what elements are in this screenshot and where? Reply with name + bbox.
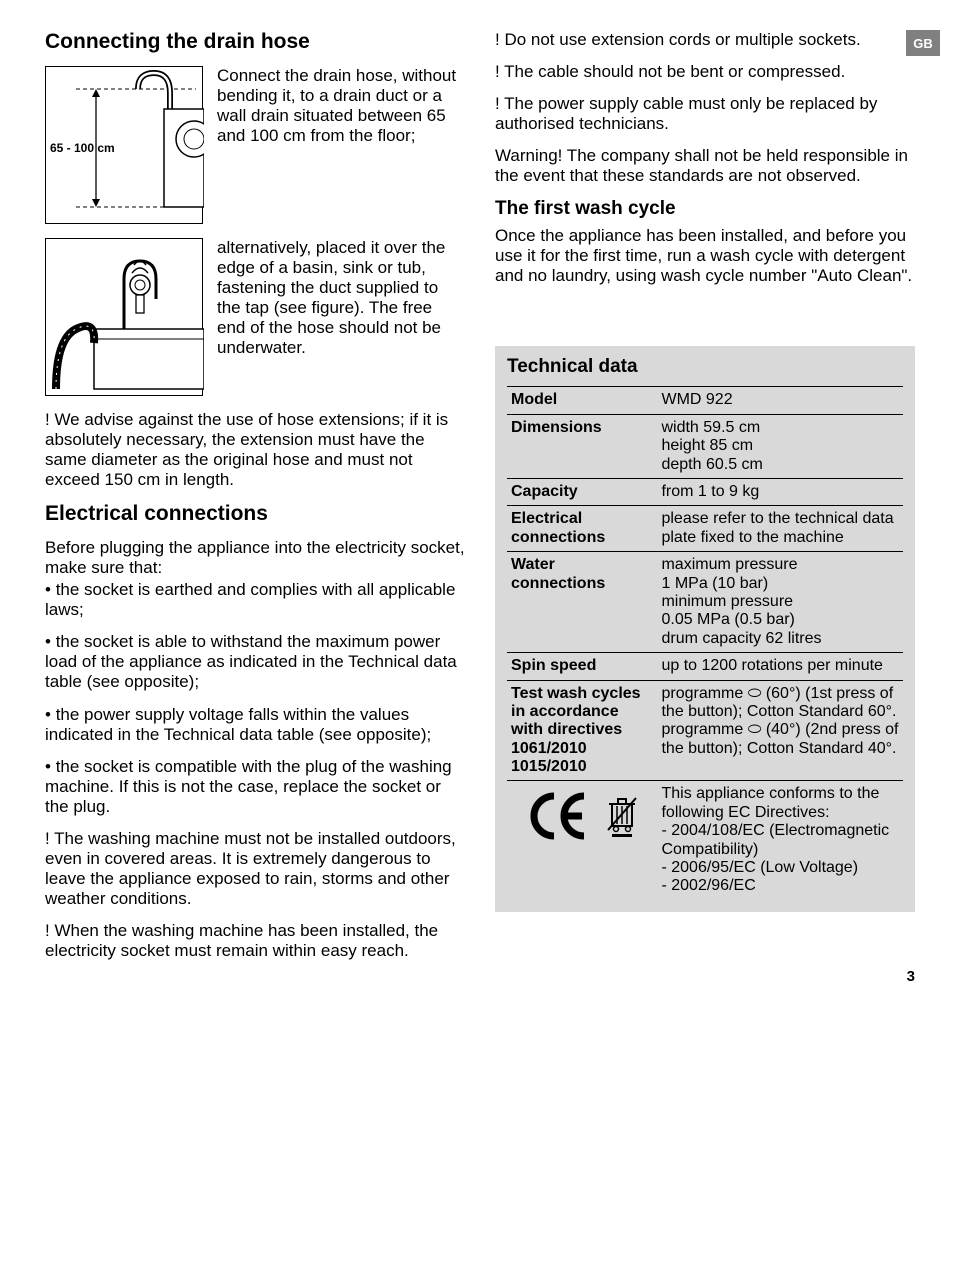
table-row: Electrical connectionsplease refer to th…	[507, 506, 903, 552]
technical-data-panel: Technical data ModelWMD 922Dimensionswid…	[495, 346, 915, 911]
tech-value: programme ⬭ (60°) (1st press of the butt…	[657, 680, 903, 781]
compliance-text: This appliance conforms to the following…	[657, 781, 903, 900]
tech-value: please refer to the technical data plate…	[657, 506, 903, 552]
figure-1-text: Connect the drain hose, without bending …	[217, 66, 465, 146]
tech-label: Model	[507, 387, 657, 414]
tech-label: Water connections	[507, 552, 657, 653]
figure-2-text: alternatively, placed it over the edge o…	[217, 238, 465, 358]
tech-value: maximum pressure 1 MPa (10 bar) minimum …	[657, 552, 903, 653]
page-content: Connecting the drain hose 65 - 100 cm	[45, 30, 915, 973]
weee-bin-icon	[604, 794, 640, 838]
tech-label: Spin speed	[507, 653, 657, 680]
warning-reach: ! When the washing machine has been inst…	[45, 921, 465, 961]
warning-cords: ! Do not use extension cords or multiple…	[495, 30, 915, 50]
table-row: Water connectionsmaximum pressure 1 MPa …	[507, 552, 903, 653]
figure-basin	[45, 238, 203, 396]
heading-first-wash: The first wash cycle	[495, 198, 915, 220]
warning-cable-bent: ! The cable should not be bent or compre…	[495, 62, 915, 82]
table-row: Test wash cycles in accordance with dire…	[507, 680, 903, 781]
tech-value: up to 1200 rotations per minute	[657, 653, 903, 680]
ce-mark-icon	[524, 791, 594, 841]
bullet-power-load: the socket is able to withstand the maxi…	[45, 632, 465, 692]
table-row: Capacityfrom 1 to 9 kg	[507, 478, 903, 505]
technical-data-table: ModelWMD 922Dimensionswidth 59.5 cm heig…	[507, 386, 903, 899]
bullet-earthed: the socket is earthed and complies with …	[45, 580, 465, 620]
warning-cable-replace: ! The power supply cable must only be re…	[495, 94, 915, 134]
warning-company: Warning! The company shall not be held r…	[495, 146, 915, 186]
figure-height-label: 65 - 100 cm	[50, 141, 115, 155]
warning-outdoors: ! The washing machine must not be instal…	[45, 829, 465, 909]
figure-row-2: alternatively, placed it over the edge o…	[45, 238, 465, 396]
page-number: 3	[907, 968, 915, 985]
bullet-voltage: the power supply voltage falls within th…	[45, 705, 465, 745]
tech-label: Dimensions	[507, 414, 657, 478]
tech-label: Capacity	[507, 478, 657, 505]
compliance-icons-cell	[507, 781, 657, 900]
table-row: Dimensionswidth 59.5 cm height 85 cm dep…	[507, 414, 903, 478]
tech-label: Electrical connections	[507, 506, 657, 552]
first-wash-text: Once the appliance has been installed, a…	[495, 226, 915, 286]
bullet-socket-compat: the socket is compatible with the plug o…	[45, 757, 465, 817]
technical-data-title: Technical data	[507, 356, 903, 378]
electrical-intro: Before plugging the appliance into the e…	[45, 538, 465, 578]
tech-value: from 1 to 9 kg	[657, 478, 903, 505]
language-badge: GB	[906, 30, 940, 56]
table-row: Spin speedup to 1200 rotations per minut…	[507, 653, 903, 680]
heading-drain-hose: Connecting the drain hose	[45, 30, 465, 54]
tech-label: Test wash cycles in accordance with dire…	[507, 680, 657, 781]
figure-row-1: 65 - 100 cm Connect the drain hose, with…	[45, 66, 465, 224]
right-column: ! Do not use extension cords or multiple…	[495, 30, 915, 973]
table-row: ModelWMD 922	[507, 387, 903, 414]
tech-value: WMD 922	[657, 387, 903, 414]
tech-value: width 59.5 cm height 85 cm depth 60.5 cm	[657, 414, 903, 478]
heading-electrical: Electrical connections	[45, 502, 465, 526]
warning-extensions: ! We advise against the use of hose exte…	[45, 410, 465, 490]
left-column: Connecting the drain hose 65 - 100 cm	[45, 30, 465, 973]
figure-drain-height: 65 - 100 cm	[45, 66, 203, 224]
electrical-bullets: the socket is earthed and complies with …	[45, 580, 465, 816]
